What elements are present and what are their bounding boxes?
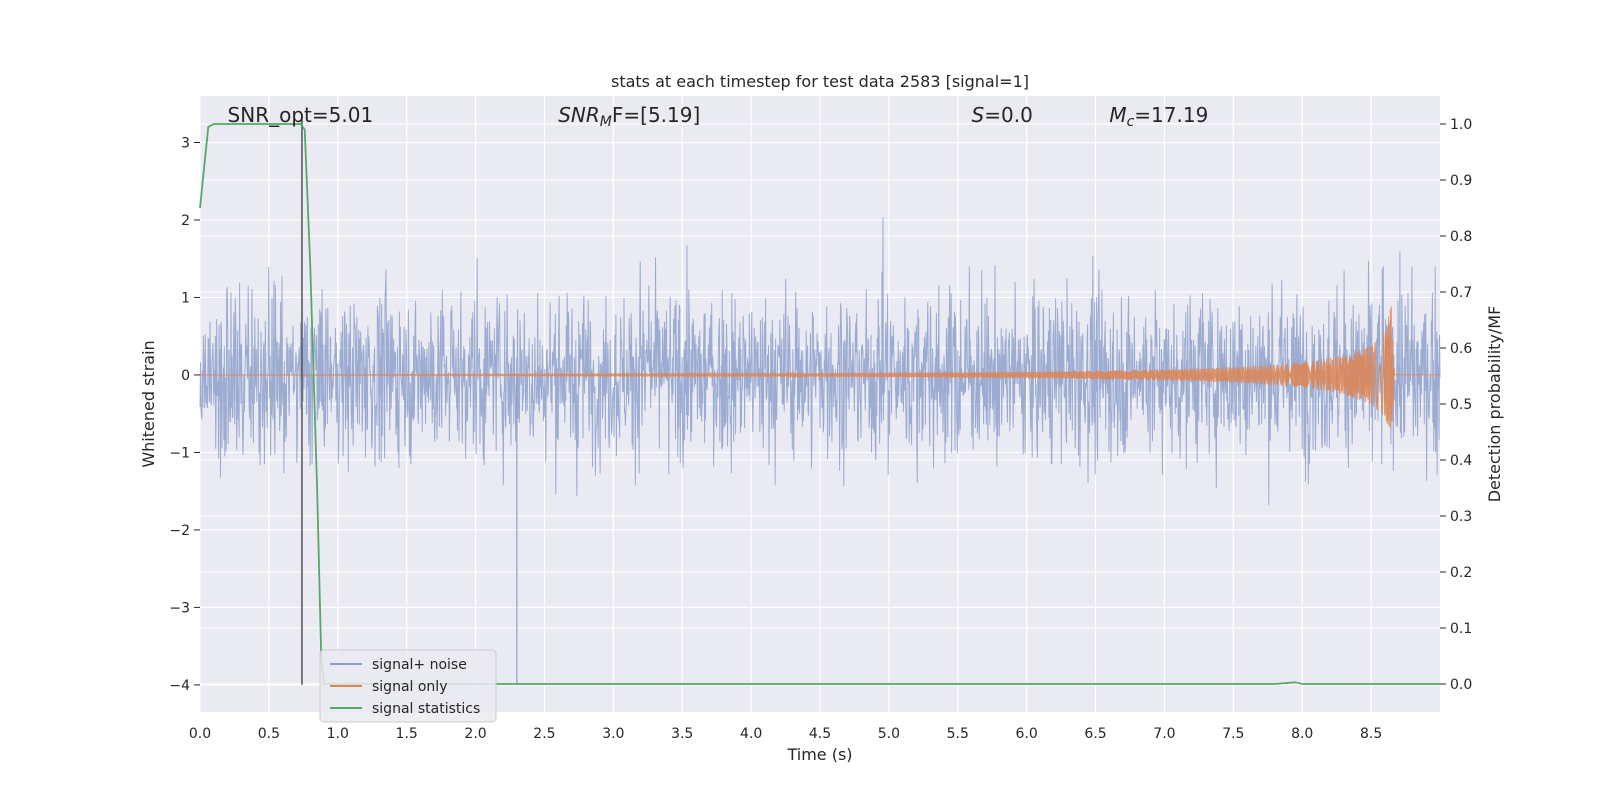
x-tick-label: 8.0: [1291, 726, 1313, 742]
y-tick-label: 1: [181, 290, 190, 306]
x-tick-label: 6.0: [1016, 726, 1038, 742]
x-tick-label: 0.5: [258, 726, 280, 742]
y-tick-label: 2: [181, 213, 190, 229]
x-tick-label: 5.0: [878, 726, 900, 742]
x-tick-label: 1.5: [396, 726, 418, 742]
x-tick-label: 5.5: [947, 726, 969, 742]
series-signal-only: [200, 306, 1440, 428]
x-tick-label: 2.0: [464, 726, 486, 742]
x-tick-label: 4.0: [740, 726, 762, 742]
x-tick-label: 6.5: [1084, 726, 1106, 742]
y2-tick-label: 0.5: [1450, 397, 1472, 413]
x-tick-label: 1.0: [327, 726, 349, 742]
y2-tick-label: 0.8: [1450, 229, 1472, 245]
y2-tick-label: 0.4: [1450, 453, 1472, 469]
legend-box: [319, 649, 497, 723]
plot-area: [199, 119, 1441, 685]
y-tick-label: 0: [181, 368, 190, 384]
x-tick-label: 8.5: [1360, 726, 1382, 742]
x-tick-label: 3.0: [602, 726, 624, 742]
series-signal-statistics: [199, 123, 1440, 685]
annotation-0: SNR_opt=5.01: [228, 103, 374, 127]
y2-tick-label: 0.0: [1450, 677, 1472, 693]
y-tick-label: −1: [169, 445, 190, 461]
y-tick-label: −4: [169, 678, 190, 694]
legend-label: signal statistics: [372, 701, 480, 717]
annotation-1: SNRMF=[5.19]: [558, 103, 700, 130]
y2-tick-label: 0.3: [1450, 509, 1472, 525]
y2-tick-label: 0.7: [1450, 285, 1472, 301]
chart-title: stats at each timestep for test data 258…: [611, 72, 1029, 91]
legend-label: signal only: [372, 679, 447, 695]
ticks: 0.0 0.5 1.0 1.5 2.0 2.5 3.0 3.5 4.0 4.5 5.0 5.5 6.0 6…: [169, 117, 1472, 742]
series-signal-plus-noise: [199, 217, 1441, 506]
x-tick-label: 3.5: [671, 726, 693, 742]
legend-label: signal+ noise: [372, 657, 467, 673]
x-tick-label: 4.5: [809, 726, 831, 742]
x-tick-label: 2.5: [533, 726, 555, 742]
annotations: SNR_opt=5.01 SNRMF=[5.19] S=0.0 Mc=17.19: [228, 103, 1209, 130]
y2-tick-label: 0.6: [1450, 341, 1472, 357]
y2-tick-label: 0.9: [1450, 173, 1472, 189]
legend: signal+ noise signal only signal statistic…: [319, 649, 497, 723]
annotation-2: S=0.0: [972, 103, 1033, 127]
y2-tick-label: 1.0: [1450, 117, 1472, 133]
x-axis-label: Time (s): [786, 745, 852, 764]
annotation-3: Mc=17.19: [1109, 103, 1208, 130]
y-axis-label: Whitened strain: [139, 340, 158, 467]
y-tick-label: 3: [181, 135, 190, 151]
y2-axis-label: Detection probability/MF: [1485, 306, 1504, 503]
x-tick-label: 0.0: [189, 726, 211, 742]
y-tick-label: −2: [169, 523, 190, 539]
x-tick-label: 7.5: [1222, 726, 1244, 742]
y2-tick-label: 0.2: [1450, 565, 1472, 581]
y-tick-label: −3: [169, 600, 190, 616]
y2-tick-label: 0.1: [1450, 621, 1472, 637]
x-tick-label: 7.0: [1153, 726, 1175, 742]
